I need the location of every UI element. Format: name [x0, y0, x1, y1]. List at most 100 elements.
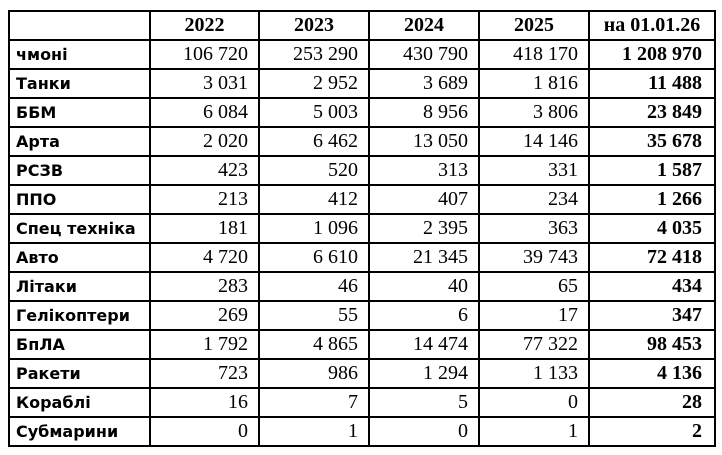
table-cell: 986 — [258, 358, 370, 389]
table-cell: 14 474 — [368, 329, 480, 360]
total-cell: 28 — [588, 387, 716, 418]
header-row: 2022 2023 2024 2025 на 01.01.26 — [8, 10, 716, 41]
column-header: 2023 — [258, 10, 370, 41]
table-row: чмоні 106 720 253 290 430 790 418 170 1 208 9… — [8, 39, 716, 70]
column-header: на 01.01.26 — [588, 10, 716, 41]
table-cell: 17 — [478, 300, 590, 331]
row-label: Танки — [8, 68, 151, 99]
table-cell: 1 — [478, 416, 590, 447]
table-header: 2022 2023 2024 2025 на 01.01.26 — [8, 10, 716, 41]
table-cell: 2 952 — [258, 68, 370, 99]
table-row: Арта 2 020 6 462 13 050 14 146 35 678 — [8, 126, 716, 157]
table-row: Авто 4 720 6 610 21 345 39 743 72 418 — [8, 242, 716, 273]
table-cell: 2 020 — [149, 126, 260, 157]
total-cell: 98 453 — [588, 329, 716, 360]
corner-cell — [8, 10, 151, 41]
table-row: Ракети 723 986 1 294 1 133 4 136 — [8, 358, 716, 389]
table-row: Гелікоптери 269 55 6 17 347 — [8, 300, 716, 331]
total-cell: 4 136 — [588, 358, 716, 389]
table-cell: 1 792 — [149, 329, 260, 360]
row-label: Арта — [8, 126, 151, 157]
table-cell: 6 462 — [258, 126, 370, 157]
table-cell: 8 956 — [368, 97, 480, 128]
table-row: Спец техніка 181 1 096 2 395 363 4 035 — [8, 213, 716, 244]
table-row: Субмарини 0 1 0 1 2 — [8, 416, 716, 447]
table-cell: 418 170 — [478, 39, 590, 70]
table-cell: 1 294 — [368, 358, 480, 389]
table-row: ППО 213 412 407 234 1 266 — [8, 184, 716, 215]
column-header: 2024 — [368, 10, 480, 41]
table-cell: 1 096 — [258, 213, 370, 244]
table-cell: 16 — [149, 387, 260, 418]
table-cell: 520 — [258, 155, 370, 186]
table-cell: 253 290 — [258, 39, 370, 70]
table-cell: 4 720 — [149, 242, 260, 273]
losses-table: 2022 2023 2024 2025 на 01.01.26 чмоні 106 720… — [8, 10, 716, 447]
table-cell: 407 — [368, 184, 480, 215]
table-cell: 7 — [258, 387, 370, 418]
total-cell: 434 — [588, 271, 716, 302]
table-cell: 213 — [149, 184, 260, 215]
table-cell: 430 790 — [368, 39, 480, 70]
table-cell: 55 — [258, 300, 370, 331]
row-label: Ракети — [8, 358, 151, 389]
total-cell: 347 — [588, 300, 716, 331]
total-cell: 23 849 — [588, 97, 716, 128]
row-label: Літаки — [8, 271, 151, 302]
total-cell: 4 035 — [588, 213, 716, 244]
table-cell: 6 610 — [258, 242, 370, 273]
table-cell: 331 — [478, 155, 590, 186]
total-cell: 72 418 — [588, 242, 716, 273]
row-label: Авто — [8, 242, 151, 273]
row-label: ППО — [8, 184, 151, 215]
table-cell: 181 — [149, 213, 260, 244]
table-cell: 14 146 — [478, 126, 590, 157]
table-cell: 363 — [478, 213, 590, 244]
table-row: БпЛА 1 792 4 865 14 474 77 322 98 453 — [8, 329, 716, 360]
table-cell: 0 — [149, 416, 260, 447]
table-cell: 313 — [368, 155, 480, 186]
row-label: Субмарини — [8, 416, 151, 447]
total-cell: 1 266 — [588, 184, 716, 215]
table-cell: 3 806 — [478, 97, 590, 128]
table-cell: 269 — [149, 300, 260, 331]
table-cell: 40 — [368, 271, 480, 302]
row-label: Спец техніка — [8, 213, 151, 244]
table-cell: 3 031 — [149, 68, 260, 99]
table-cell: 2 395 — [368, 213, 480, 244]
table-cell: 723 — [149, 358, 260, 389]
table-row: РСЗВ 423 520 313 331 1 587 — [8, 155, 716, 186]
row-label: Кораблі — [8, 387, 151, 418]
table-cell: 6 084 — [149, 97, 260, 128]
table-cell: 5 003 — [258, 97, 370, 128]
table-cell: 3 689 — [368, 68, 480, 99]
total-cell: 35 678 — [588, 126, 716, 157]
table-cell: 1 816 — [478, 68, 590, 99]
table-row: ББМ 6 084 5 003 8 956 3 806 23 849 — [8, 97, 716, 128]
table-cell: 423 — [149, 155, 260, 186]
row-label: БпЛА — [8, 329, 151, 360]
table-row: Танки 3 031 2 952 3 689 1 816 11 488 — [8, 68, 716, 99]
table-cell: 1 — [258, 416, 370, 447]
total-cell: 1 587 — [588, 155, 716, 186]
total-cell: 11 488 — [588, 68, 716, 99]
column-header: 2025 — [478, 10, 590, 41]
table-cell: 0 — [478, 387, 590, 418]
table-cell: 0 — [368, 416, 480, 447]
table-row: Літаки 283 46 40 65 434 — [8, 271, 716, 302]
table-cell: 65 — [478, 271, 590, 302]
table-body: чмоні 106 720 253 290 430 790 418 170 1 208 9… — [8, 39, 716, 447]
table-cell: 5 — [368, 387, 480, 418]
table-cell: 46 — [258, 271, 370, 302]
table-cell: 1 133 — [478, 358, 590, 389]
total-cell: 1 208 970 — [588, 39, 716, 70]
row-label: РСЗВ — [8, 155, 151, 186]
table-cell: 21 345 — [368, 242, 480, 273]
table-cell: 4 865 — [258, 329, 370, 360]
table-cell: 39 743 — [478, 242, 590, 273]
table-cell: 412 — [258, 184, 370, 215]
row-label: Гелікоптери — [8, 300, 151, 331]
table-cell: 283 — [149, 271, 260, 302]
row-label: ББМ — [8, 97, 151, 128]
